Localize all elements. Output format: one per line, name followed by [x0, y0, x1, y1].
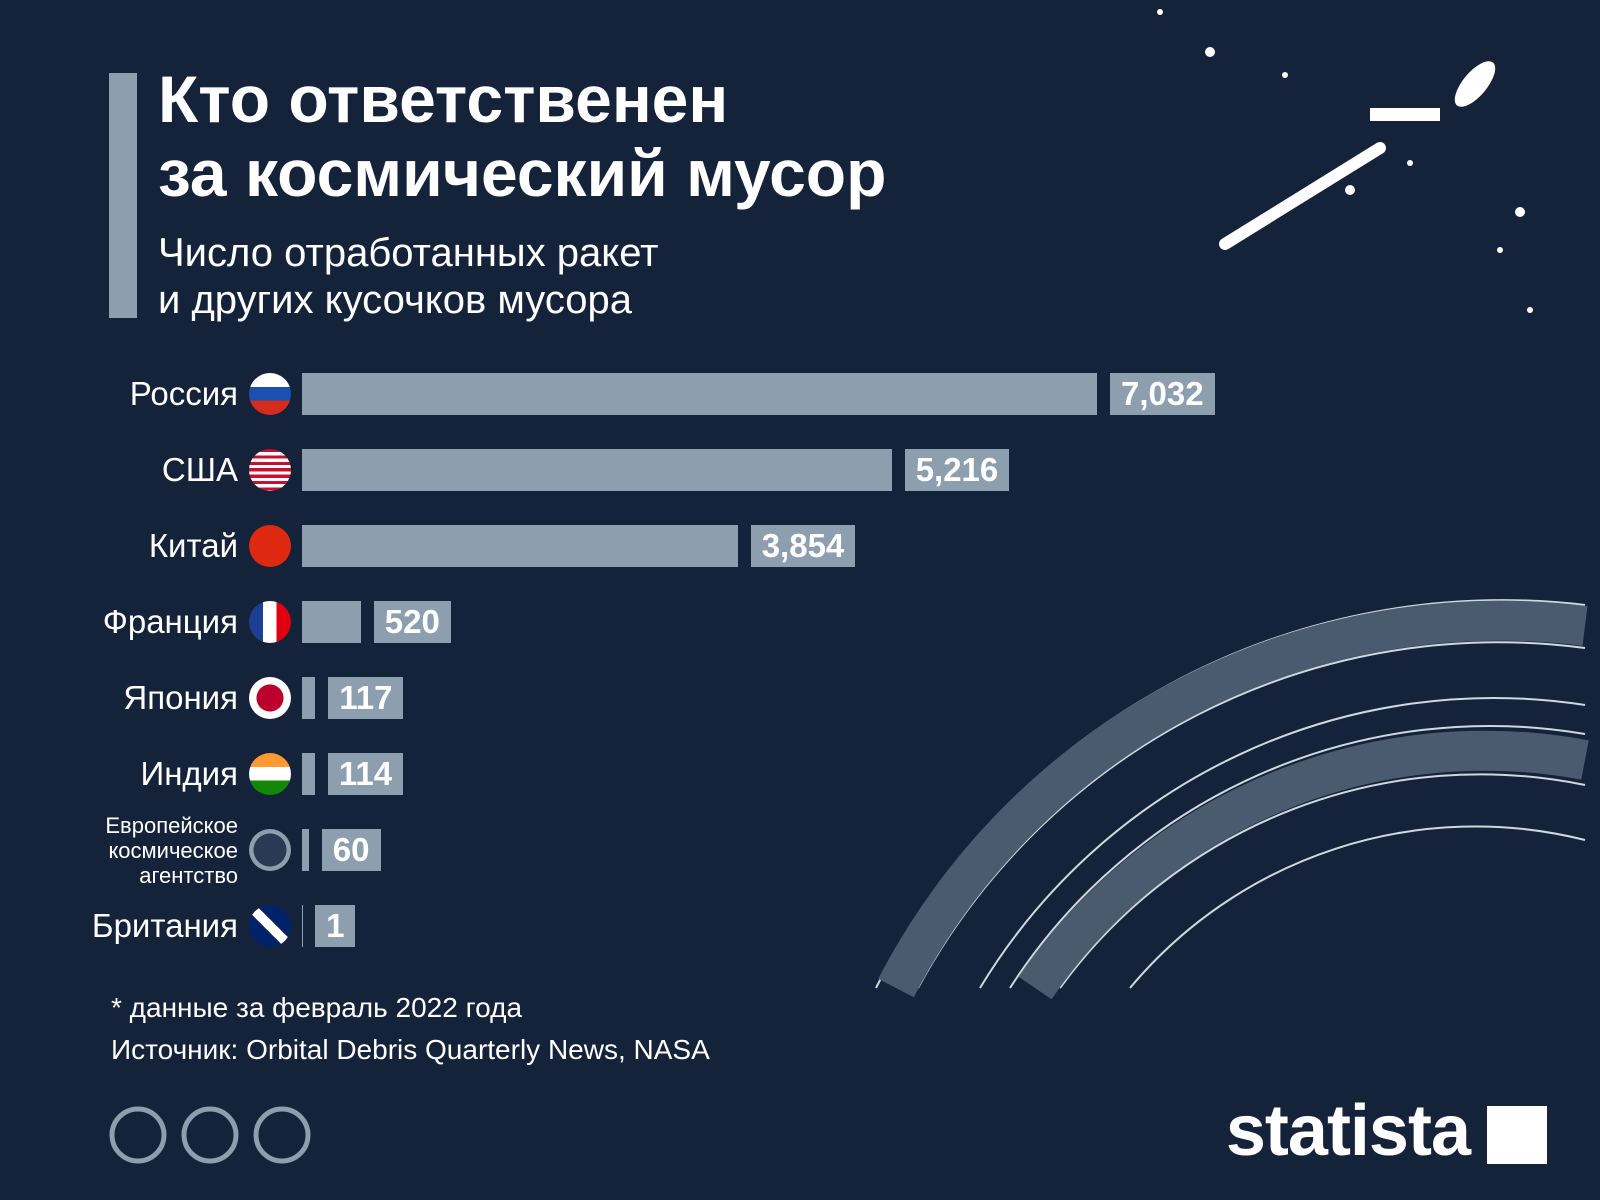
bar — [302, 525, 738, 567]
flag — [249, 601, 291, 643]
value-label: 3,854 — [750, 525, 856, 567]
bar — [302, 829, 309, 871]
value-label: 7,032 — [1110, 373, 1215, 415]
category-label: Россия — [129, 375, 238, 412]
category-label: Франция — [102, 603, 238, 640]
category-label: Китай — [148, 527, 238, 564]
category-label: Япония — [123, 679, 238, 716]
bar — [302, 449, 892, 491]
bar — [302, 601, 361, 643]
brand: statista — [1225, 1091, 1471, 1171]
category-label: Британия — [91, 907, 238, 944]
flag — [249, 753, 291, 795]
bar — [302, 373, 1097, 415]
value-label: 5,216 — [904, 449, 1010, 491]
flag — [249, 829, 291, 871]
value-label: 1 — [315, 905, 356, 947]
bar — [302, 753, 315, 795]
bar — [302, 677, 316, 719]
category-label: Европейское космическое агентство — [105, 812, 238, 888]
flag — [249, 677, 291, 719]
value-label: 117 — [328, 677, 404, 719]
flag — [249, 905, 291, 947]
value-label: 114 — [327, 753, 404, 795]
accent-bar — [109, 73, 137, 318]
category-label: Индия — [140, 755, 238, 792]
flag — [249, 449, 291, 491]
source: Источник: Orbital Debris Quarterly News,… — [111, 1034, 710, 1065]
subtitle: Число отработанных ракет и других кусочк… — [158, 231, 659, 322]
flag — [249, 373, 291, 415]
category-label: США — [161, 451, 238, 488]
value-label: 60 — [321, 829, 381, 871]
title: Кто ответственен за космический мусор — [158, 62, 887, 210]
flag — [249, 525, 291, 567]
note: * данные за февраль 2022 года — [111, 992, 523, 1023]
value-label: 520 — [373, 601, 451, 643]
